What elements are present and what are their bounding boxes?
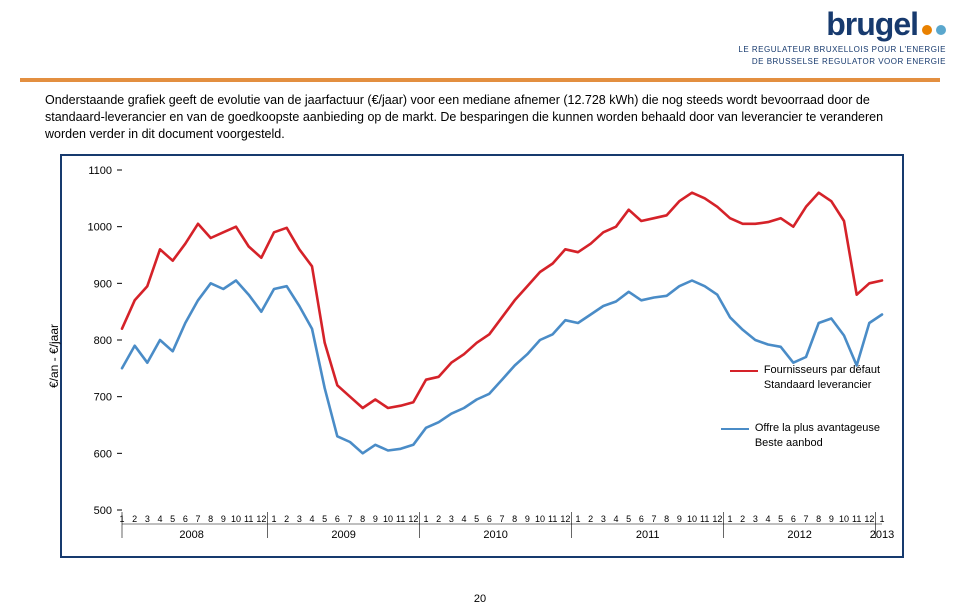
svg-text:4: 4 xyxy=(765,514,770,524)
y-axis-label: €/an - €/jaar xyxy=(47,324,61,388)
svg-text:700: 700 xyxy=(94,392,112,404)
svg-text:12: 12 xyxy=(864,514,874,524)
svg-text:10: 10 xyxy=(535,514,545,524)
svg-text:11: 11 xyxy=(852,514,861,524)
svg-text:6: 6 xyxy=(335,514,340,524)
svg-text:6: 6 xyxy=(791,514,796,524)
svg-text:6: 6 xyxy=(183,514,188,524)
svg-text:1: 1 xyxy=(879,514,884,524)
chart-svg: 5006007008009001000110012345678910111212… xyxy=(62,156,902,556)
svg-text:11: 11 xyxy=(700,514,709,524)
legend-default: Fournisseurs par défaut Standaard levera… xyxy=(730,364,880,394)
svg-text:2009: 2009 xyxy=(331,529,355,541)
svg-text:9: 9 xyxy=(525,514,530,524)
svg-text:2008: 2008 xyxy=(179,529,203,541)
svg-text:4: 4 xyxy=(613,514,618,524)
svg-text:12: 12 xyxy=(560,514,570,524)
svg-text:5: 5 xyxy=(626,514,631,524)
svg-text:5: 5 xyxy=(322,514,327,524)
svg-text:8: 8 xyxy=(208,514,213,524)
svg-text:2012: 2012 xyxy=(787,529,811,541)
svg-text:8: 8 xyxy=(816,514,821,524)
svg-text:3: 3 xyxy=(449,514,454,524)
svg-text:3: 3 xyxy=(601,514,606,524)
svg-text:1: 1 xyxy=(575,514,580,524)
svg-text:9: 9 xyxy=(221,514,226,524)
svg-text:11: 11 xyxy=(244,514,253,524)
svg-text:7: 7 xyxy=(651,514,656,524)
svg-text:12: 12 xyxy=(408,514,418,524)
svg-text:10: 10 xyxy=(383,514,393,524)
svg-text:1: 1 xyxy=(727,514,732,524)
svg-text:9: 9 xyxy=(677,514,682,524)
svg-text:12: 12 xyxy=(256,514,266,524)
svg-text:6: 6 xyxy=(487,514,492,524)
svg-text:800: 800 xyxy=(94,335,112,347)
svg-text:4: 4 xyxy=(157,514,162,524)
svg-text:600: 600 xyxy=(94,448,112,460)
svg-text:2: 2 xyxy=(132,514,137,524)
svg-text:4: 4 xyxy=(309,514,314,524)
svg-text:9: 9 xyxy=(829,514,834,524)
logo-block: brugel LE REGULATEUR BRUXELLOIS POUR L'E… xyxy=(738,6,946,66)
svg-text:3: 3 xyxy=(753,514,758,524)
intro-paragraph: Onderstaande grafiek geeft de evolutie v… xyxy=(45,92,915,143)
svg-text:2010: 2010 xyxy=(483,529,507,541)
page-number: 20 xyxy=(474,593,486,605)
accent-bar xyxy=(20,78,940,82)
svg-text:2011: 2011 xyxy=(636,529,660,541)
svg-text:2013: 2013 xyxy=(870,529,894,541)
svg-text:3: 3 xyxy=(145,514,150,524)
svg-text:7: 7 xyxy=(347,514,352,524)
legend-best-line2: Beste aanbod xyxy=(755,437,823,451)
svg-text:11: 11 xyxy=(548,514,557,524)
svg-text:7: 7 xyxy=(803,514,808,524)
svg-text:900: 900 xyxy=(94,278,112,290)
svg-text:2: 2 xyxy=(284,514,289,524)
svg-text:2: 2 xyxy=(436,514,441,524)
logo-tagline-2: DE BRUSSELSE REGULATOR VOOR ENERGIE xyxy=(738,57,946,67)
legend-best-line1: Offre la plus avantageuse xyxy=(755,422,880,436)
svg-text:10: 10 xyxy=(839,514,849,524)
svg-text:500: 500 xyxy=(94,505,112,517)
svg-text:1000: 1000 xyxy=(88,222,112,234)
svg-text:8: 8 xyxy=(664,514,669,524)
svg-text:12: 12 xyxy=(712,514,722,524)
svg-text:2: 2 xyxy=(740,514,745,524)
svg-text:4: 4 xyxy=(461,514,466,524)
logo-text: brugel xyxy=(826,6,946,43)
legend-best: Offre la plus avantageuse Beste aanbod xyxy=(721,422,880,452)
svg-text:9: 9 xyxy=(373,514,378,524)
svg-text:8: 8 xyxy=(512,514,517,524)
svg-text:10: 10 xyxy=(687,514,697,524)
svg-text:1: 1 xyxy=(423,514,428,524)
svg-text:6: 6 xyxy=(639,514,644,524)
logo-dot-1 xyxy=(922,25,932,35)
svg-text:11: 11 xyxy=(396,514,405,524)
legend-swatch-best xyxy=(721,428,749,431)
svg-text:5: 5 xyxy=(170,514,175,524)
legend-default-line2: Standaard leverancier xyxy=(764,379,872,393)
legend-swatch-default xyxy=(730,370,758,373)
svg-text:7: 7 xyxy=(499,514,504,524)
logo-tagline-1: LE REGULATEUR BRUXELLOIS POUR L'ENERGIE xyxy=(738,45,946,55)
svg-text:10: 10 xyxy=(231,514,241,524)
svg-text:1100: 1100 xyxy=(88,165,112,177)
svg-text:1: 1 xyxy=(271,514,276,524)
logo-dot-2 xyxy=(936,25,946,35)
svg-text:8: 8 xyxy=(360,514,365,524)
svg-text:2: 2 xyxy=(588,514,593,524)
svg-text:5: 5 xyxy=(474,514,479,524)
legend-default-line1: Fournisseurs par défaut xyxy=(764,364,880,378)
svg-text:7: 7 xyxy=(195,514,200,524)
svg-text:5: 5 xyxy=(778,514,783,524)
logo-word: brugel xyxy=(826,6,918,43)
svg-text:3: 3 xyxy=(297,514,302,524)
chart-container: €/an - €/jaar 50060070080090010001100123… xyxy=(60,154,904,558)
